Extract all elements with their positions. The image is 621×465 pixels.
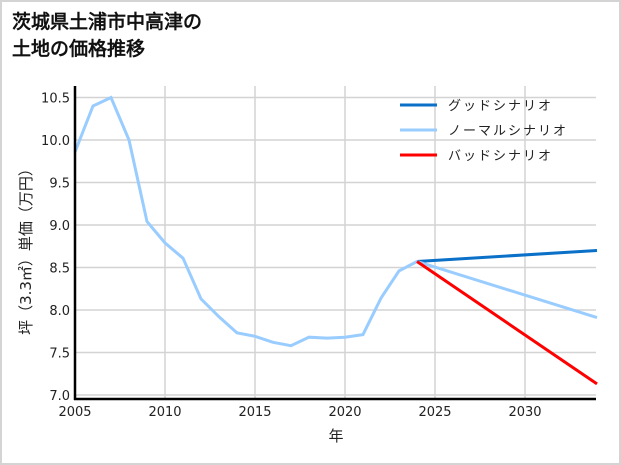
series-line [416, 249, 598, 263]
y-tick-label: 8.0 [49, 304, 70, 319]
gridlines [75, 86, 596, 399]
legend-label: ノーマルシナリオ [448, 124, 568, 139]
legend-label: グッドシナリオ [448, 99, 553, 114]
series-line [416, 260, 598, 386]
tick-labels: 7.0 7.5 8.0 8.5 9.0 9.5 10.0 10.5 2005 2010 2015 20… [41, 92, 542, 421]
y-tick-label: 8.5 [49, 262, 70, 277]
axes [73, 86, 596, 401]
series-lines [73, 95, 598, 386]
y-tick-label: 9.5 [49, 177, 70, 192]
y-tick-label: 7.0 [49, 389, 70, 404]
x-tick-label: 2025 [418, 405, 451, 420]
x-tick-label: 2005 [58, 405, 91, 420]
x-tick-label: 2020 [328, 405, 361, 420]
x-tick-label: 2010 [148, 405, 181, 420]
y-axis-label: 坪（3.3㎡）単価（万円） [17, 161, 35, 335]
legend-label: バッドシナリオ [448, 149, 553, 164]
x-tick-label: 2015 [238, 405, 271, 420]
chart-title: 茨城県土浦市中高津の 土地の価格推移 [12, 11, 203, 60]
y-tick-label: 10.0 [41, 134, 70, 149]
y-tick-label: 7.5 [49, 347, 70, 362]
series-line [73, 95, 598, 348]
y-tick-label: 9.0 [49, 219, 70, 234]
y-tick-label: 10.5 [41, 92, 70, 107]
x-axis-label: 年 [328, 427, 343, 445]
x-tick-label: 2030 [508, 405, 541, 420]
